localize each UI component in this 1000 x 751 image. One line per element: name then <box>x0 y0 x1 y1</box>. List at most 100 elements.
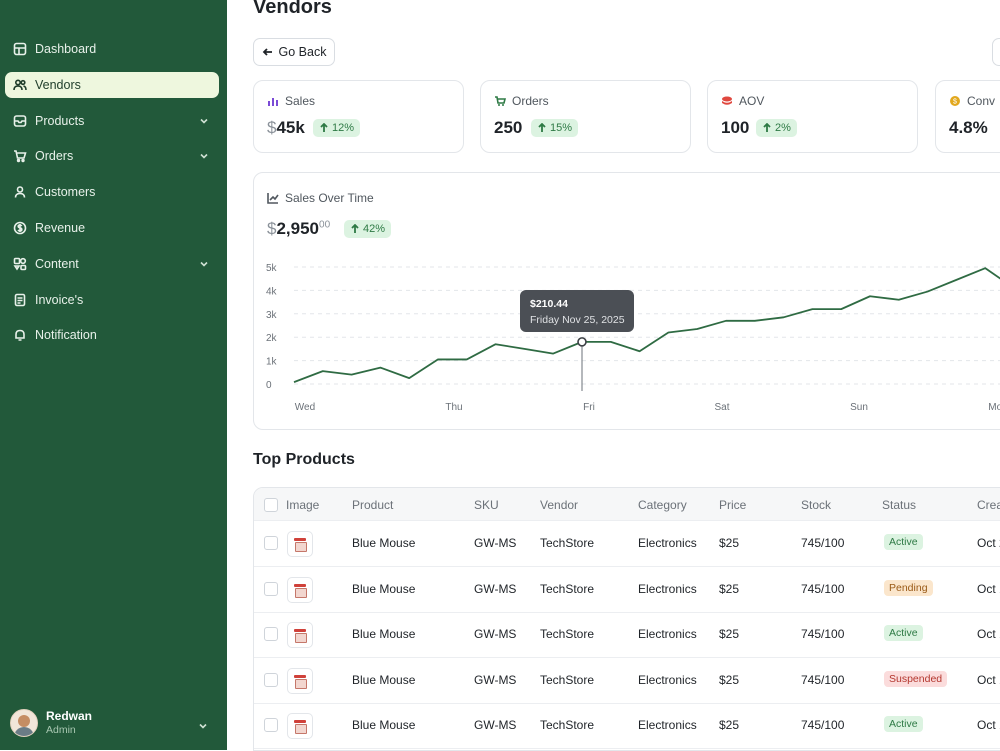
cell-sku: GW-MS <box>474 536 517 550</box>
product-thumbnail <box>287 576 313 603</box>
stat-value: 250 <box>494 118 523 137</box>
sidebar-item-invoices[interactable]: Invoice's <box>5 287 219 313</box>
data-point <box>494 342 498 346</box>
data-point <box>868 294 872 298</box>
select-all-checkbox[interactable] <box>264 498 278 512</box>
products-table: Image Product SKU Vendor Category Price … <box>253 487 1000 751</box>
chevron-down-icon[interactable] <box>198 718 208 736</box>
column-header[interactable]: Crea <box>977 498 1000 512</box>
data-point <box>292 380 296 384</box>
sales-line-chart[interactable]: 5k 4k 3k 2k 1k 0 Wed Thu Fri Sat Sun Mon <box>254 173 1000 429</box>
change-badge: 15% <box>531 119 579 137</box>
data-point <box>436 357 440 361</box>
sidebar-item-products[interactable]: Products <box>5 108 219 134</box>
cart-icon <box>13 149 27 163</box>
go-back-button[interactable]: Go Back <box>253 38 335 66</box>
table-header: Image Product SKU Vendor Category Price … <box>254 488 1000 521</box>
sidebar-item-dashboard[interactable]: Dashboard <box>5 36 219 62</box>
page-title: Vendors <box>253 0 332 18</box>
table-row[interactable]: Blue Mouse GW-MS TechStore Electronics $25 74… <box>254 521 1000 567</box>
cell-vendor: TechStore <box>540 581 595 596</box>
data-point <box>350 373 354 377</box>
column-header[interactable]: Vendor <box>540 498 579 512</box>
column-header[interactable]: Product <box>352 498 394 512</box>
table-row[interactable]: Blue Mouse GW-MS TechStore Electronics $25 74… <box>254 658 1000 704</box>
dollar-icon <box>13 221 27 235</box>
arrow-left-icon <box>262 48 272 56</box>
sidebar-item-label: Content <box>35 256 79 271</box>
data-point <box>897 298 901 302</box>
cell-stock: 745/100 <box>801 536 845 550</box>
chevron-down-icon[interactable] <box>199 150 209 160</box>
dashboard-icon <box>13 42 27 56</box>
sidebar-item-label: Vendors <box>35 77 81 92</box>
cell-stock: 745/100 <box>801 718 845 732</box>
sidebar-item-notification[interactable]: Notification <box>5 322 219 348</box>
sidebar-item-customers[interactable]: Customers <box>5 179 219 205</box>
cell-price: $25 <box>719 581 740 596</box>
data-point <box>926 290 930 294</box>
sidebar: Dashboard Vendors Products Orders Customers R… <box>0 0 227 750</box>
x-tick-label: Mon <box>988 402 1000 413</box>
data-point <box>321 369 325 373</box>
cell-sku: GW-MS <box>474 718 517 732</box>
table-row[interactable]: Blue Mouse GW-MS TechStore Electronics $25 74… <box>254 612 1000 658</box>
sidebar-item-label: Products <box>35 113 85 128</box>
data-point <box>753 319 757 323</box>
column-header[interactable]: Image <box>286 498 320 512</box>
sidebar-item-content[interactable]: Content <box>5 251 219 277</box>
table-row[interactable]: Blue Mouse GW-MS TechStore Electronics $25 74… <box>254 567 1000 613</box>
chart-total: 2,950 <box>276 219 320 238</box>
cell-category: Electronics <box>638 627 697 641</box>
cell-price: $25 <box>719 718 740 732</box>
x-tick-label: Thu <box>445 402 462 413</box>
data-point <box>839 307 843 311</box>
sidebar-item-orders[interactable]: Orders <box>5 143 219 169</box>
data-point <box>378 366 382 370</box>
column-header[interactable]: Status <box>882 498 917 512</box>
row-checkbox[interactable] <box>264 672 278 687</box>
data-point <box>954 278 958 282</box>
row-checkbox[interactable] <box>264 718 278 732</box>
chevron-down-icon[interactable] <box>199 115 209 125</box>
header-action-button[interactable] <box>992 38 1000 66</box>
row-checkbox[interactable] <box>264 581 278 596</box>
cell-created: Oct 1 <box>977 627 1000 641</box>
data-point <box>810 307 814 311</box>
product-thumbnail <box>287 667 313 694</box>
table-row[interactable]: Blue Mouse GW-MS TechStore Electronics $25 74… <box>254 703 1000 749</box>
row-checkbox[interactable] <box>264 536 278 550</box>
sales-chart-card: 5k 4k 3k 2k 1k 0 Wed Thu Fri Sat Sun Mon Sales Over… <box>253 172 1000 430</box>
column-header[interactable]: Price <box>719 498 747 512</box>
cell-stock: 745/100 <box>801 627 845 641</box>
svg-text:$: $ <box>953 99 957 106</box>
sidebar-item-label: Revenue <box>35 221 86 235</box>
column-header[interactable]: SKU <box>474 498 499 512</box>
stat-card-orders: Orders 250 15% <box>480 80 691 153</box>
y-tick-label: 0 <box>266 380 272 391</box>
cell-product: Blue Mouse <box>352 581 416 596</box>
cell-created: Oct 1 <box>977 581 1000 596</box>
column-header[interactable]: Category <box>638 498 687 512</box>
chevron-down-icon[interactable] <box>199 258 209 268</box>
cell-vendor: TechStore <box>540 536 595 550</box>
row-checkbox[interactable] <box>264 627 278 641</box>
user-profile[interactable]: Redwan Admin <box>10 706 220 740</box>
user-role: Admin <box>46 724 76 736</box>
data-point <box>522 347 526 351</box>
status-badge: Active <box>884 625 923 641</box>
sidebar-item-vendors[interactable]: Vendors <box>5 71 219 98</box>
sidebar-item-revenue[interactable]: Revenue <box>5 215 219 241</box>
cell-vendor: TechStore <box>540 627 595 641</box>
stat-card-aov: AOV 100 2% <box>707 80 918 153</box>
cell-price: $25 <box>719 536 740 550</box>
arrow-up-icon <box>763 123 771 132</box>
y-tick-label: 2k <box>266 333 278 344</box>
column-header[interactable]: Stock <box>801 498 832 512</box>
users-icon <box>13 78 27 92</box>
chart-title: Sales Over Time <box>285 191 374 205</box>
cell-sku: GW-MS <box>474 627 517 641</box>
section-title: Top Products <box>253 451 355 468</box>
line-chart-icon <box>267 193 279 204</box>
series-line <box>293 267 1000 383</box>
